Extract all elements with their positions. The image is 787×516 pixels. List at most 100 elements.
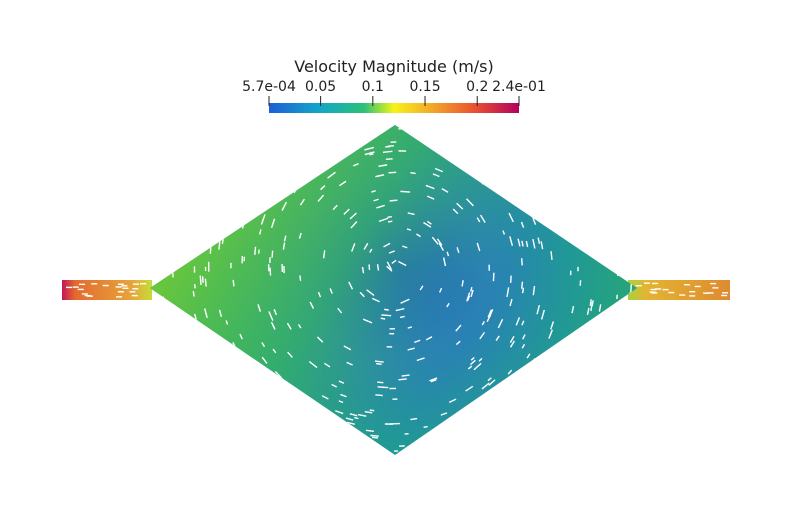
glyph [595,188,599,195]
domain [62,125,730,455]
glyph [204,404,211,413]
glyph [222,178,226,185]
glyph [369,248,373,253]
glyph [338,400,344,404]
glyph [601,251,605,262]
glyph [273,309,278,316]
glyph [517,238,521,247]
glyph [504,158,510,165]
inlet-channel [62,280,152,300]
colorbar-ticks: 5.7e-04 0.05 0.1 0.15 0.2 2.4e-01 [242,79,546,106]
glyph [628,334,633,344]
glyph [370,434,379,437]
glyph [617,419,623,425]
glyph [453,152,460,158]
glyph [339,180,347,187]
glyph [401,374,410,377]
glyph [214,125,221,130]
glyph [621,176,626,184]
glyph [286,322,292,330]
glyph [435,136,443,140]
glyph [332,204,338,211]
glyph [235,401,242,408]
glyph [205,421,212,428]
glyph [397,260,407,267]
glyph [207,220,211,228]
glyph [480,402,488,408]
glyph [209,159,214,165]
glyph [195,408,200,414]
glyph [219,167,224,174]
glyph [158,201,162,211]
glyph [506,287,510,298]
glyph [186,156,191,162]
glyph [630,282,633,293]
glyph [162,296,165,303]
glyph [317,291,322,298]
glyph [389,199,398,202]
glyph [308,360,318,369]
glyph [157,393,162,400]
glyph [597,180,602,186]
glyph [489,447,495,451]
glyph [217,215,221,224]
glyph [180,127,186,136]
glyph [398,378,407,381]
glyph [353,163,359,167]
glyph [362,318,373,324]
glyph [329,288,333,294]
glyph [204,228,207,234]
glyph [529,178,536,187]
glyph [200,137,207,147]
glyph [541,450,550,455]
glyph [492,412,500,419]
glyph [536,304,541,315]
glyph [378,164,388,167]
glyph [489,449,497,455]
glyph [212,225,216,233]
glyph [170,340,174,346]
glyph [371,190,376,193]
glyph [377,381,384,384]
glyph [256,159,262,165]
glyph [431,236,439,245]
glyph [375,394,383,397]
glyph [441,188,449,193]
glyph [182,197,186,206]
glyph [343,208,350,215]
glyph [287,125,295,126]
glyph [294,392,304,400]
glyph [455,340,461,346]
glyph [532,238,536,249]
glyph [606,389,612,396]
glyph [322,250,326,259]
glyph [449,152,456,157]
glyph [282,242,286,250]
glyph [191,189,195,195]
glyph [426,220,432,225]
channel-glyphs [66,282,729,298]
glyph [261,356,268,364]
glyph [425,131,433,134]
glyph [479,331,486,340]
glyph [629,404,636,413]
glyph [258,229,262,235]
glyph [546,188,551,194]
glyph [338,380,345,384]
glyph [366,289,375,297]
glyph [467,169,473,174]
glyph [235,143,240,149]
glyph [204,373,210,381]
glyph [162,189,166,196]
glyph [376,204,385,209]
glyph [488,131,498,138]
glyph [274,370,283,379]
glyph [599,367,606,378]
glyph [221,422,229,430]
glyph [204,326,209,334]
glyph [213,176,219,185]
glyph [219,198,223,206]
glyph [419,285,424,291]
glyph [309,301,315,309]
glyph [220,350,226,359]
